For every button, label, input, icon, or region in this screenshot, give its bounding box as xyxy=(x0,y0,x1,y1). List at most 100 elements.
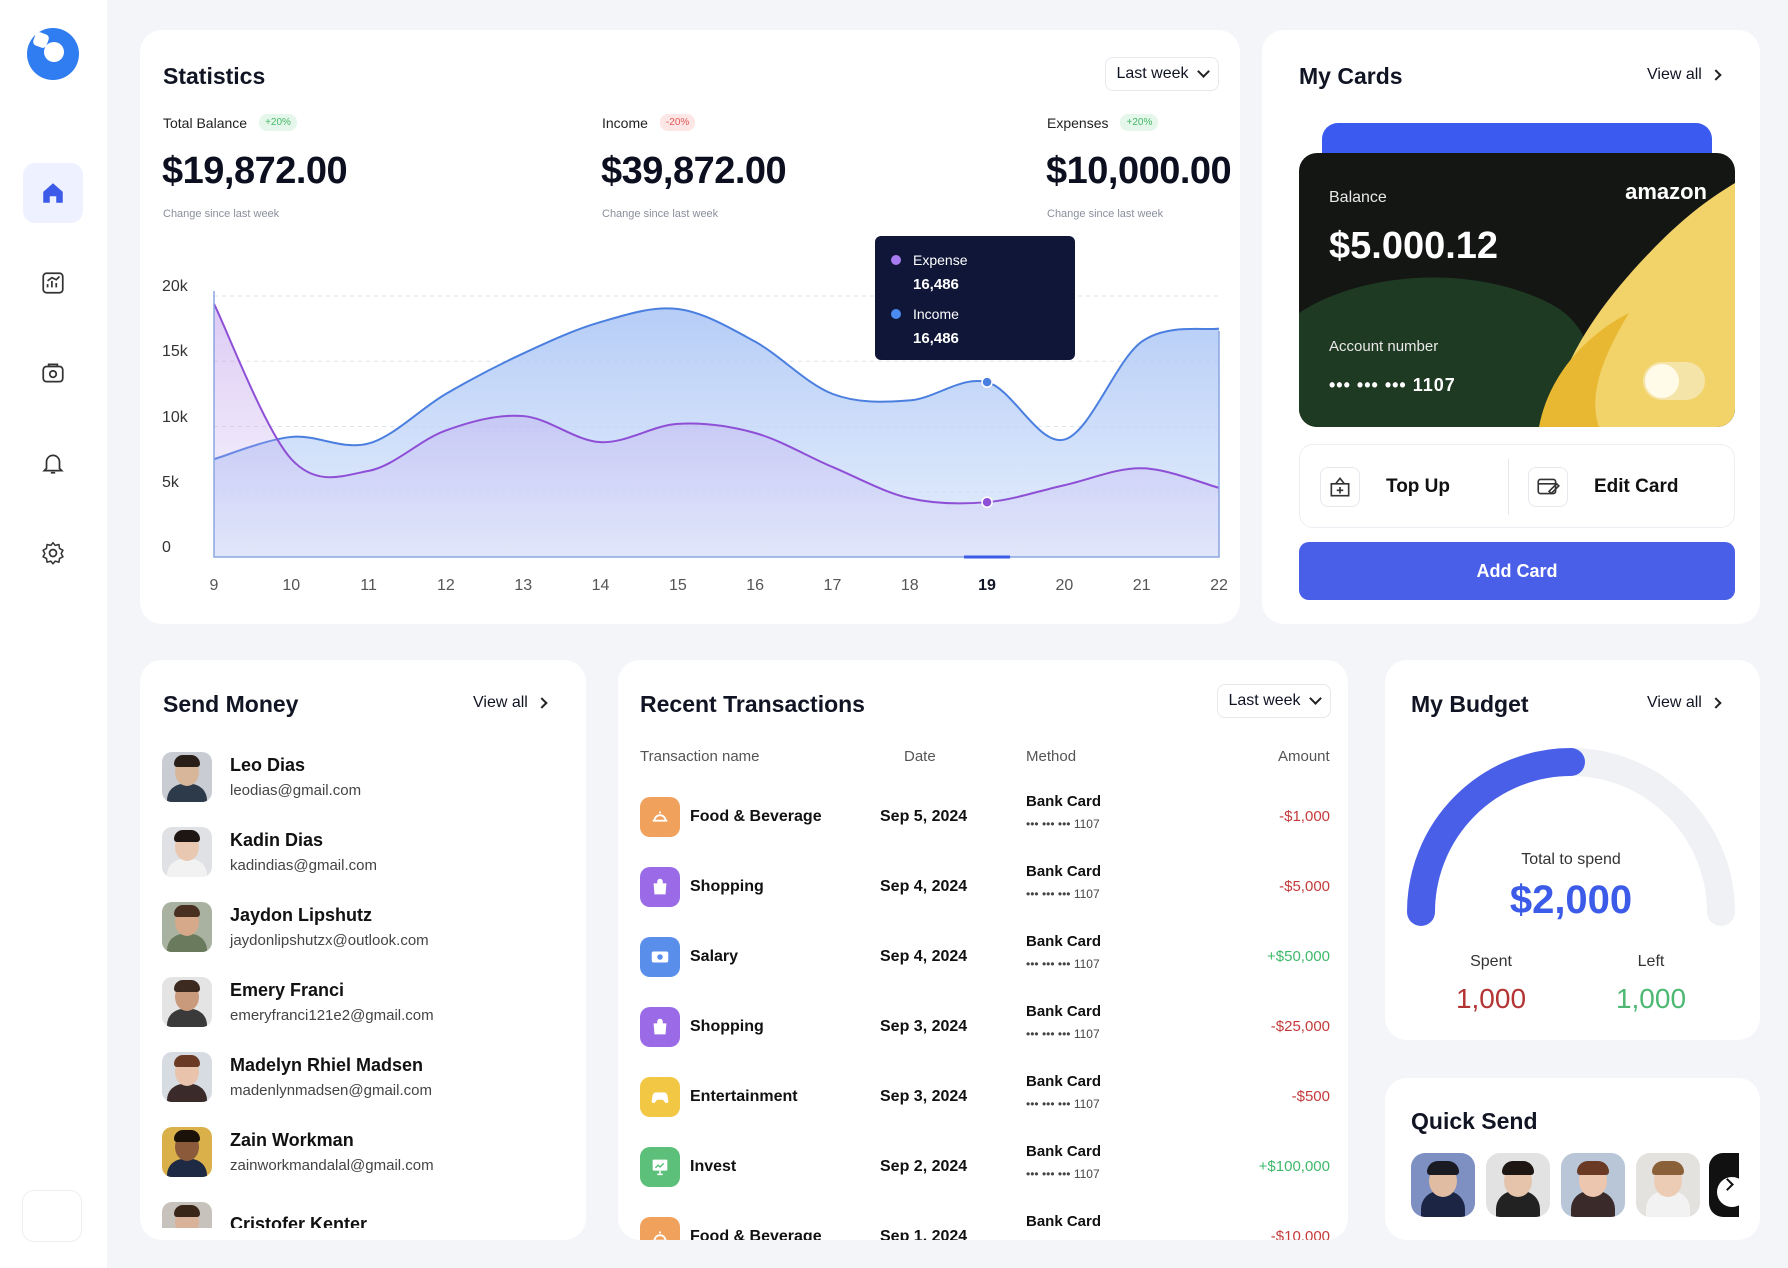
y-tick-label: 5k xyxy=(162,473,179,491)
gear-icon xyxy=(42,541,64,565)
statistics-title: Statistics xyxy=(163,63,266,89)
card-toggle[interactable] xyxy=(1643,362,1705,400)
income-value: $39,872.00 xyxy=(601,150,787,192)
view-all-label: View all xyxy=(1647,66,1702,83)
budget-view-all-link[interactable]: View all xyxy=(1647,694,1722,712)
y-tick-label: 15k xyxy=(162,343,188,361)
my-cards-view-all-link[interactable]: View all xyxy=(1647,66,1722,84)
contact-item[interactable]: Madelyn Rhiel Madsen madenlynmadsen@gmai… xyxy=(162,1052,432,1102)
income-sub: Change since last week xyxy=(602,208,719,220)
primary-card[interactable]: Balance amazon $5.000.12 Account number … xyxy=(1299,153,1735,427)
x-tick-label: 17 xyxy=(823,577,842,594)
total-balance-value: $19,872.00 xyxy=(162,150,348,192)
total-balance-change-badge: +20% xyxy=(259,114,297,131)
contact-item[interactable]: Leo Dias leodias@gmail.com xyxy=(162,752,361,802)
transaction-method: Bank Card xyxy=(1026,1003,1102,1020)
transaction-card-number: ••• ••• ••• 1107 xyxy=(1026,1097,1100,1111)
wallet-nav-button[interactable] xyxy=(23,343,83,403)
transaction-amount: +$100,000 xyxy=(1258,1158,1330,1175)
transaction-card-number: ••• ••• ••• 1107 xyxy=(1026,1167,1100,1181)
transaction-amount: -$10,000 xyxy=(1270,1228,1330,1240)
view-all-label: View all xyxy=(473,694,528,711)
quick-send-avatar[interactable] xyxy=(1561,1153,1625,1217)
transaction-name: Salary xyxy=(690,948,739,965)
quick-send-avatar[interactable] xyxy=(1411,1153,1475,1217)
contact-email: emeryfranci121e2@gmail.com xyxy=(230,1007,434,1024)
transactions-period-dropdown[interactable]: Last week xyxy=(1217,684,1331,718)
home-nav-button[interactable] xyxy=(23,163,83,223)
contact-avatar xyxy=(162,1052,212,1102)
table-row[interactable]: Food & Beverage Sep 1, 2024 Bank Card -$… xyxy=(640,1207,1330,1240)
x-tick-label: 15 xyxy=(668,577,687,594)
left-value: 1,000 xyxy=(1615,983,1687,1014)
transaction-name: Entertainment xyxy=(690,1088,798,1105)
x-tick-label: 19 xyxy=(978,577,996,594)
transaction-date: Sep 3, 2024 xyxy=(880,1018,968,1035)
profile-nav-button[interactable] xyxy=(22,1190,82,1242)
table-row[interactable]: Entertainment Sep 3, 2024 Bank Card ••• … xyxy=(640,1067,1330,1127)
header-amount: Amount xyxy=(1278,748,1330,765)
notifications-nav-button[interactable] xyxy=(23,433,83,493)
table-row[interactable]: Salary Sep 4, 2024 Bank Card ••• ••• •••… xyxy=(640,927,1330,987)
contact-item[interactable]: Kadin Dias kadindias@gmail.com xyxy=(162,827,377,877)
transaction-date: Sep 1, 2024 xyxy=(880,1228,968,1240)
tooltip-expense-label: Expense xyxy=(913,252,968,268)
expenses-value: $10,000.00 xyxy=(1046,150,1232,192)
table-row[interactable]: Shopping Sep 4, 2024 Bank Card ••• ••• •… xyxy=(640,857,1330,917)
quick-send-more-avatar[interactable] xyxy=(1709,1153,1747,1217)
add-card-button[interactable]: Add Card xyxy=(1299,542,1735,600)
edit-card-button[interactable]: Edit Card xyxy=(1528,445,1678,529)
contact-item[interactable]: Cristofer Kenter xyxy=(162,1202,367,1228)
contact-email: zainworkmandalal@gmail.com xyxy=(230,1157,434,1174)
top-up-button[interactable]: Top Up xyxy=(1320,445,1450,529)
header-date: Date xyxy=(904,748,936,765)
x-tick-label: 18 xyxy=(900,577,919,594)
analytics-nav-button[interactable] xyxy=(23,253,83,313)
total-balance-sub: Change since last week xyxy=(163,208,280,220)
income-dot-icon xyxy=(891,309,901,319)
card-balance-label: Balance xyxy=(1329,189,1387,206)
contact-avatar xyxy=(162,1127,212,1177)
invest-icon xyxy=(640,1147,680,1187)
contact-name: Leo Dias xyxy=(230,755,306,775)
settings-nav-button[interactable] xyxy=(23,523,83,583)
contact-avatar xyxy=(162,977,212,1027)
contact-name: Emery Franci xyxy=(230,980,345,1000)
table-row[interactable]: Food & Beverage Sep 5, 2024 Bank Card ••… xyxy=(640,787,1330,847)
contact-avatar xyxy=(162,827,212,877)
transaction-amount: -$5,000 xyxy=(1279,878,1330,895)
tooltip-income-label: Income xyxy=(913,306,959,322)
food-icon xyxy=(640,1217,680,1240)
statistics-period-dropdown[interactable]: Last week xyxy=(1105,57,1219,91)
stat-label-text: Total Balance xyxy=(163,114,248,131)
income-label: Income -20% xyxy=(602,114,696,131)
transaction-amount: -$1,000 xyxy=(1279,808,1330,825)
send-money-panel xyxy=(140,660,586,1240)
quick-send-avatar[interactable] xyxy=(1636,1153,1700,1217)
contact-avatar xyxy=(162,1202,212,1228)
send-money-view-all-link[interactable]: View all xyxy=(473,694,548,712)
salary-icon xyxy=(640,937,680,977)
table-row[interactable]: Invest Sep 2, 2024 Bank Card ••• ••• •••… xyxy=(640,1137,1330,1197)
table-row[interactable]: Shopping Sep 3, 2024 Bank Card ••• ••• •… xyxy=(640,997,1330,1057)
quick-send-avatar[interactable] xyxy=(1486,1153,1550,1217)
contact-email: leodias@gmail.com xyxy=(230,782,362,799)
transactions-period-label: Last week xyxy=(1228,692,1301,709)
transaction-method: Bank Card xyxy=(1026,933,1102,950)
transaction-card-number: ••• ••• ••• 1107 xyxy=(1026,957,1100,971)
transaction-method: Bank Card xyxy=(1026,1143,1102,1160)
send-money-title: Send Money xyxy=(163,691,299,717)
actions-divider xyxy=(1508,459,1509,515)
contact-avatar xyxy=(162,902,212,952)
stat-label-text: Expenses xyxy=(1047,114,1109,131)
top-up-icon xyxy=(1320,467,1360,507)
total-balance-label: Total Balance +20% xyxy=(163,114,297,131)
transaction-date: Sep 3, 2024 xyxy=(880,1088,968,1105)
contact-name: Cristofer Kenter xyxy=(230,1213,368,1229)
contact-item[interactable]: Emery Franci emeryfranci121e2@gmail.com xyxy=(162,977,434,1027)
transactions-title: Recent Transactions xyxy=(640,691,865,717)
contact-item[interactable]: Zain Workman zainworkmandalal@gmail.com xyxy=(162,1127,434,1177)
card-actions: Top Up Edit Card xyxy=(1299,444,1735,528)
contact-item[interactable]: Jaydon Lipshutz jaydonlipshutzx@outlook.… xyxy=(162,902,429,952)
x-tick-label: 14 xyxy=(591,577,610,594)
